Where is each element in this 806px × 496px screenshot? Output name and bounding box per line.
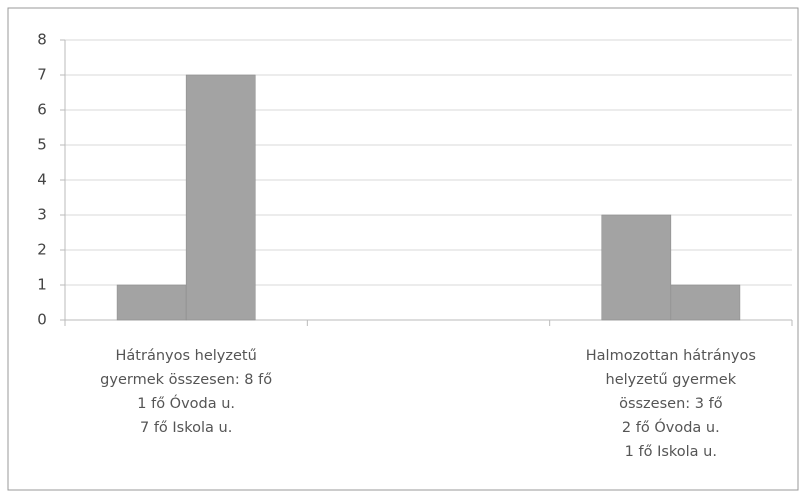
y-tick-label: 6 [37, 101, 47, 119]
y-tick-label: 8 [37, 31, 47, 49]
x-tick-label: Hátrányos helyzetű gyermek összesen: 8 f… [100, 348, 273, 436]
y-tick-label: 3 [37, 206, 47, 224]
y-tick-label: 7 [37, 66, 47, 84]
bar [670, 284, 741, 321]
y-tick-label: 4 [37, 171, 47, 189]
y-tick-label: 2 [37, 241, 47, 259]
y-tick-label: 1 [37, 276, 47, 294]
x-tick-label: Halmozottan hátrányos helyzetű gyermek ö… [585, 348, 756, 460]
bar [185, 74, 256, 321]
y-tick-label: 5 [37, 136, 47, 154]
bar [116, 284, 187, 321]
bar [601, 214, 672, 321]
chart-border [7, 7, 799, 491]
y-tick-label: 0 [37, 311, 47, 329]
